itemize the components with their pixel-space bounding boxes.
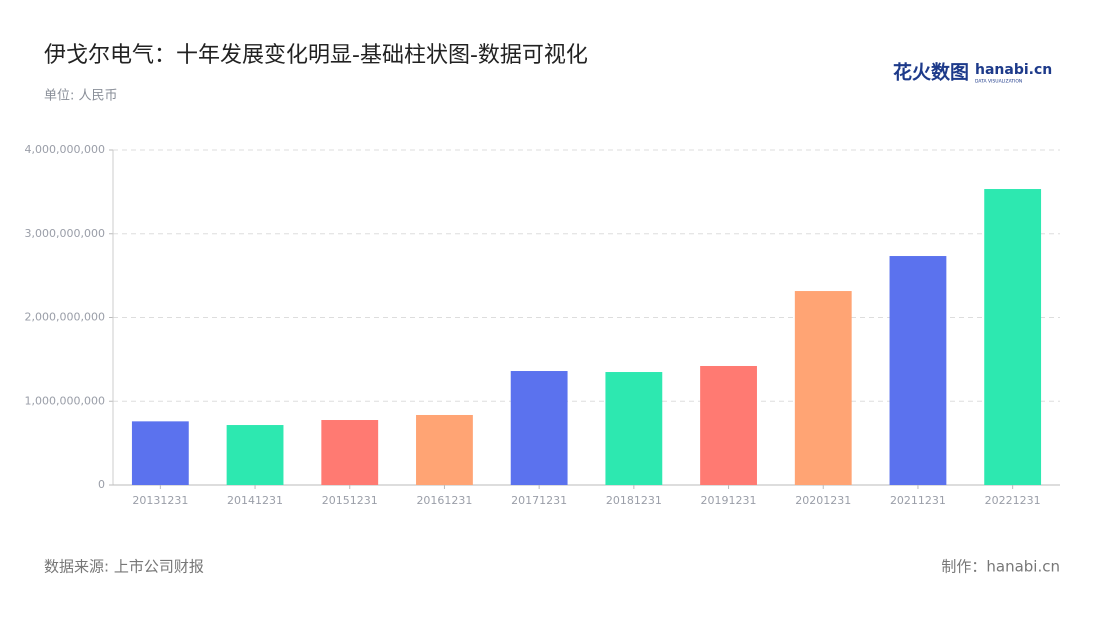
x-tick-label: 20161231 [416,494,472,507]
source: 数据来源: 上市公司财报 [44,558,204,576]
logo-tagline: DATA VISUALIZATION [975,79,1022,85]
bar [131,421,189,485]
bar [794,291,852,485]
x-tick-label: 20211231 [890,494,946,507]
x-tick-label: 20131231 [132,494,188,507]
bar [889,256,947,485]
logo-brand: hanabi.cn [975,62,1052,78]
bar [321,420,379,485]
chart-subtitle: 单位: 人民币 [44,89,118,104]
bar [605,372,663,485]
logo-name: 花火数图 [893,61,969,84]
y-tick-label: 4,000,000,000 [25,143,105,156]
x-tick-label: 20191231 [701,494,757,507]
x-tick-label: 20171231 [511,494,567,507]
y-tick-label: 3,000,000,000 [25,227,105,240]
bar [510,371,568,485]
x-tick-label: 20181231 [606,494,662,507]
y-tick-label: 2,000,000,000 [25,311,105,324]
bar [226,425,284,485]
bar [700,365,757,485]
y-tick-label: 1,000,000,000 [25,394,105,407]
chart-title: 伊戈尔电气：十年发展变化明显-基础柱状图-数据可视化 [44,43,588,68]
x-tick-label: 20221231 [985,494,1041,507]
bar [416,414,473,485]
x-tick-label: 20201231 [795,494,851,507]
x-tick-label: 20141231 [227,494,283,507]
y-tick-label: 0 [98,478,105,491]
bar [984,189,1042,485]
credit: 制作：hanabi.cn [941,558,1060,576]
x-tick-label: 20151231 [322,494,378,507]
